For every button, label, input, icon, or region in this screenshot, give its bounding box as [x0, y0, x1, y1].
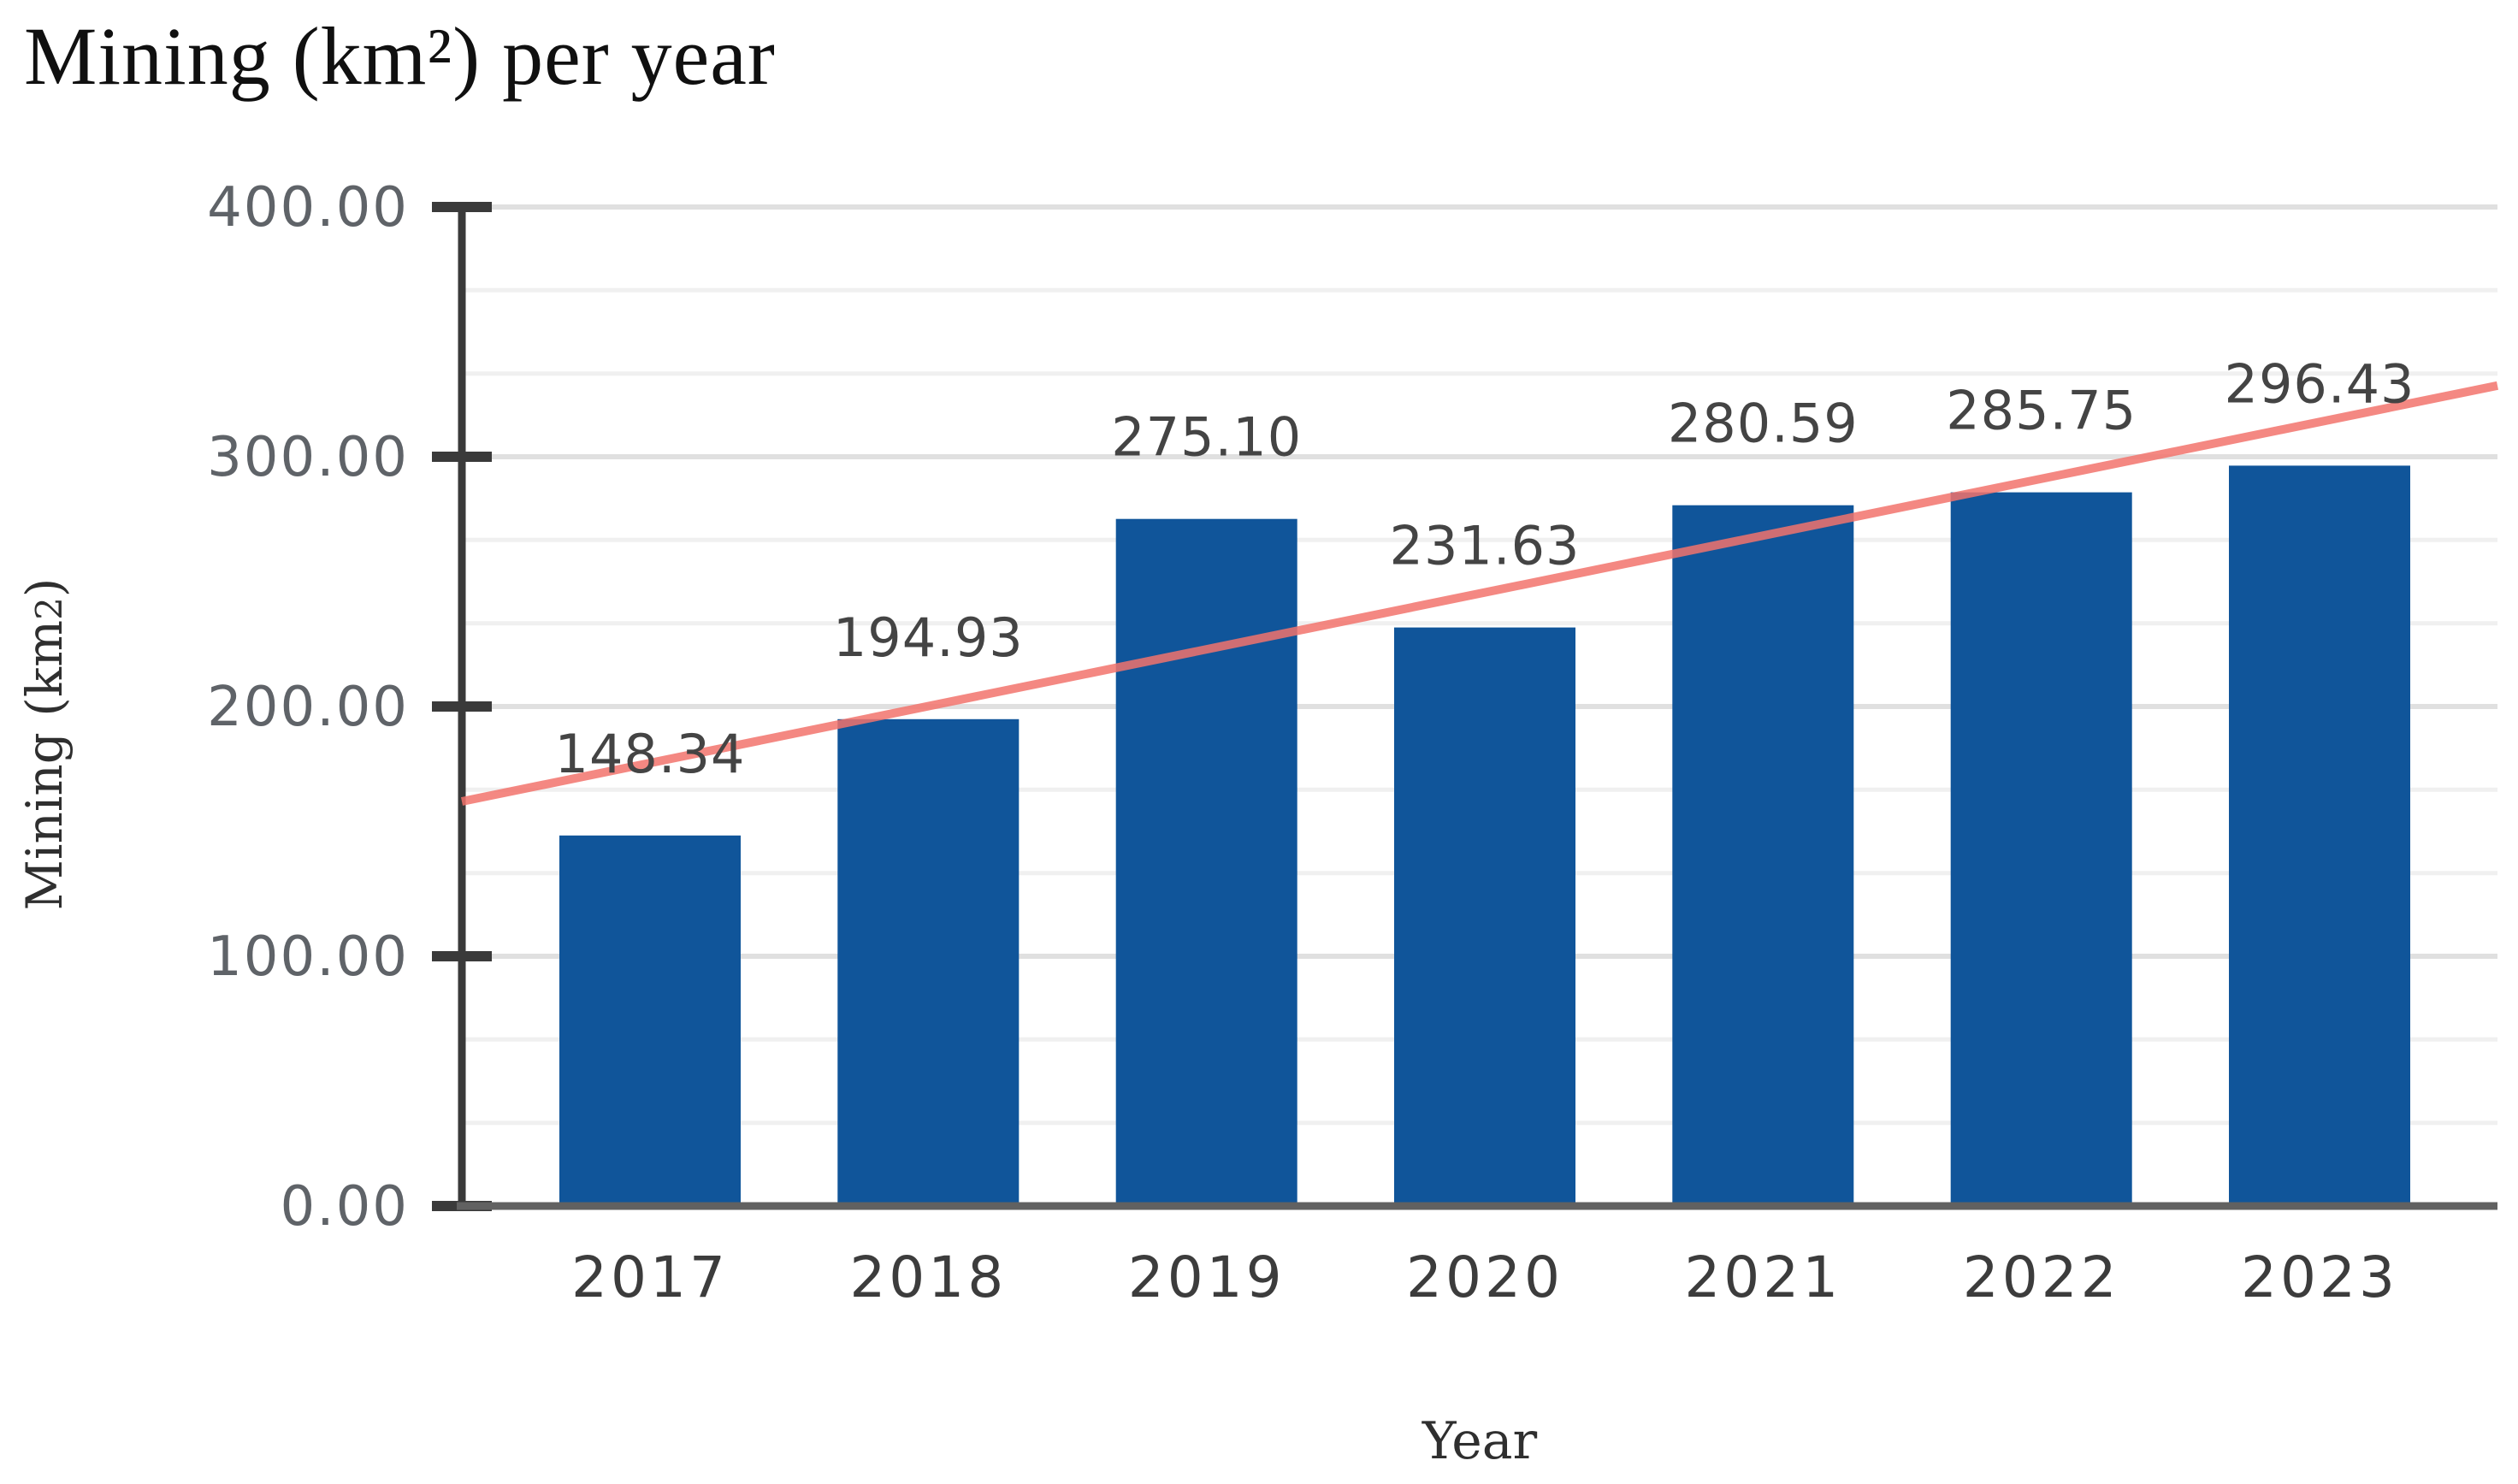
x-category-label-2021: 2021	[1684, 1245, 1841, 1310]
bar-2021	[1672, 505, 1854, 1206]
y-tick-label: 400.00	[207, 176, 409, 239]
y-tick-label: 300.00	[207, 426, 409, 489]
y-tick-label: 200.00	[207, 676, 409, 739]
x-category-label-2019: 2019	[1128, 1245, 1286, 1310]
data-label-2017: 148.34	[555, 723, 746, 785]
data-label-2018: 194.93	[833, 606, 1024, 669]
bar-2022	[1950, 492, 2132, 1206]
x-category-label-2017: 2017	[571, 1245, 729, 1310]
y-axis-title-prefix: Mining (km	[15, 620, 74, 911]
data-label-2022: 285.75	[1946, 380, 2137, 442]
y-axis-title-suffix: )	[15, 578, 74, 598]
chart-title: Mining (km²) per year	[24, 10, 776, 102]
bar-2019	[1115, 518, 1297, 1206]
bar-2017	[559, 835, 741, 1206]
bar-2018	[837, 718, 1020, 1206]
y-axis-title: Mining (km2)	[15, 578, 74, 911]
x-category-label-2022: 2022	[1963, 1245, 2120, 1310]
data-label-2020: 231.63	[1390, 515, 1581, 577]
y-tick-label: 0.00	[281, 1175, 410, 1239]
y-tick-label: 100.00	[207, 925, 409, 989]
data-label-2021: 280.59	[1668, 393, 1859, 455]
bar-2023	[2229, 465, 2410, 1206]
data-label-2023: 296.43	[2225, 352, 2415, 415]
data-label-2019: 275.10	[1111, 406, 1302, 469]
x-category-label-2023: 2023	[2241, 1245, 2398, 1310]
x-axis-title: Year	[1422, 1411, 1538, 1471]
bar-2020	[1394, 627, 1575, 1206]
x-category-label-2018: 2018	[849, 1245, 1007, 1310]
y-axis-title-sub: 2	[28, 597, 70, 620]
trendline	[460, 381, 2499, 806]
x-category-label-2020: 2020	[1406, 1245, 1563, 1310]
